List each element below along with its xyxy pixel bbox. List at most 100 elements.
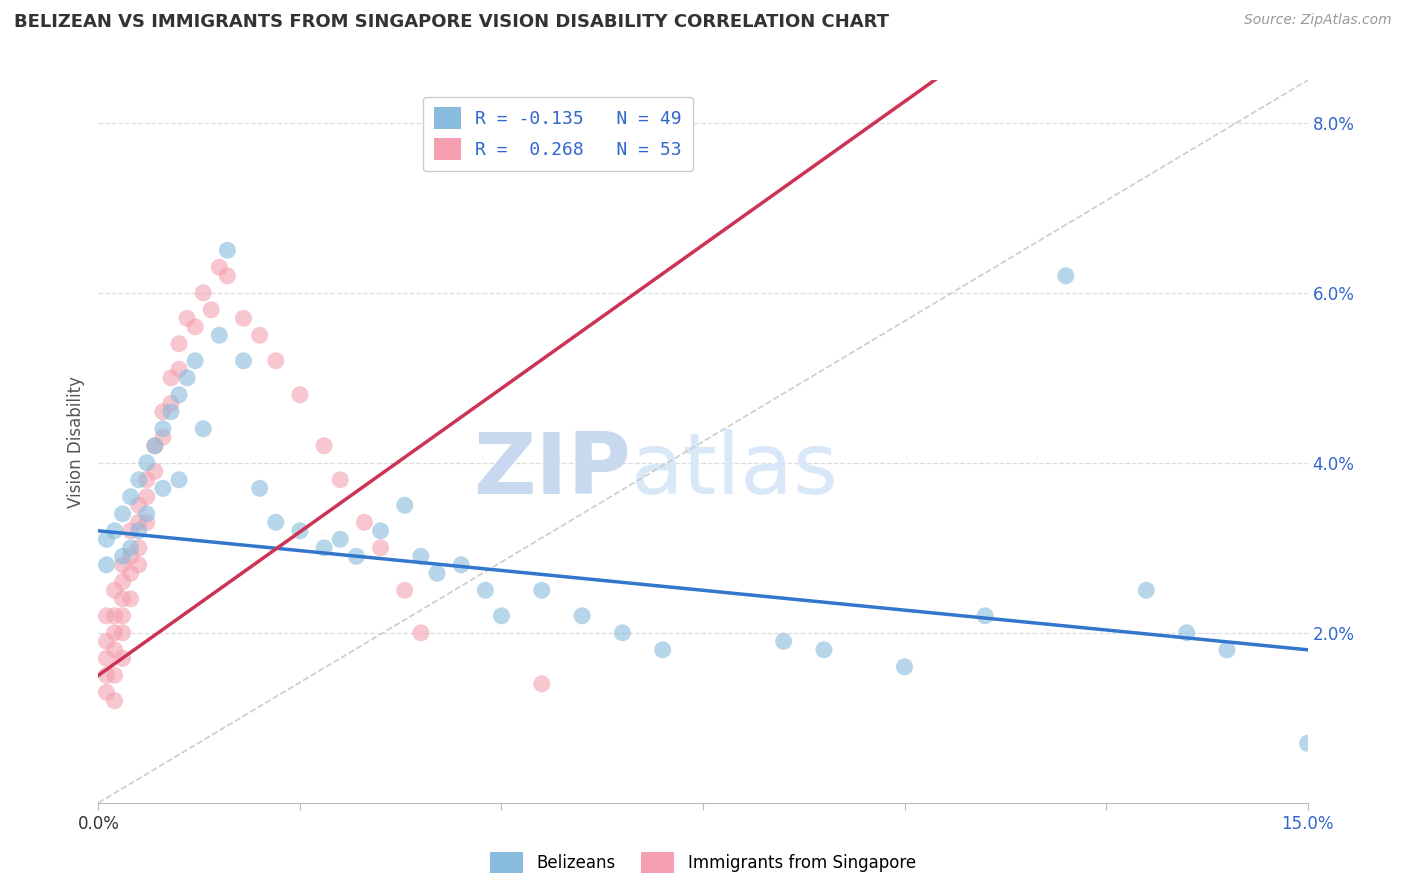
Point	[288, 388, 311, 402]
Point	[249, 481, 271, 495]
Point	[208, 260, 231, 275]
Point	[111, 507, 134, 521]
Point	[208, 328, 231, 343]
Point	[103, 642, 125, 657]
Point	[120, 490, 142, 504]
Point	[143, 439, 166, 453]
Point	[329, 473, 352, 487]
Point	[1216, 642, 1239, 657]
Point	[329, 533, 352, 547]
Point	[135, 490, 157, 504]
Point	[974, 608, 997, 623]
Point	[314, 439, 336, 453]
Point	[152, 430, 174, 444]
Point	[217, 244, 239, 258]
Point	[176, 371, 198, 385]
Point	[353, 516, 375, 530]
Text: ZIP: ZIP	[472, 429, 630, 512]
Point	[96, 533, 118, 547]
Point	[193, 422, 215, 436]
Point	[128, 558, 150, 572]
Point	[96, 558, 118, 572]
Point	[111, 651, 134, 665]
Point	[651, 642, 673, 657]
Point	[612, 625, 634, 640]
Point	[264, 353, 287, 368]
Point	[184, 319, 207, 334]
Point	[217, 268, 239, 283]
Point	[152, 405, 174, 419]
Point	[370, 524, 392, 538]
Text: Source: ZipAtlas.com: Source: ZipAtlas.com	[1244, 13, 1392, 28]
Point	[249, 328, 271, 343]
Point	[96, 668, 118, 682]
Point	[571, 608, 593, 623]
Point	[128, 473, 150, 487]
Point	[409, 625, 432, 640]
Point	[772, 634, 794, 648]
Point	[111, 591, 134, 606]
Point	[128, 524, 150, 538]
Point	[530, 677, 553, 691]
Point	[135, 507, 157, 521]
Point	[1054, 268, 1077, 283]
Point	[193, 285, 215, 300]
Point	[530, 583, 553, 598]
Point	[111, 608, 134, 623]
Point	[167, 336, 190, 351]
Point	[167, 473, 190, 487]
Point	[409, 549, 432, 564]
Point	[450, 558, 472, 572]
Point	[96, 685, 118, 699]
Point	[314, 541, 336, 555]
Point	[120, 591, 142, 606]
Point	[344, 549, 367, 564]
Point	[200, 302, 222, 317]
Point	[135, 456, 157, 470]
Point	[1175, 625, 1198, 640]
Y-axis label: Vision Disability: Vision Disability	[66, 376, 84, 508]
Point	[128, 498, 150, 512]
Point	[96, 608, 118, 623]
Point	[264, 516, 287, 530]
Point	[160, 371, 183, 385]
Point	[111, 558, 134, 572]
Point	[143, 439, 166, 453]
Point	[103, 625, 125, 640]
Point	[103, 583, 125, 598]
Point	[893, 660, 915, 674]
Point	[394, 583, 416, 598]
Point	[120, 524, 142, 538]
Text: BELIZEAN VS IMMIGRANTS FROM SINGAPORE VISION DISABILITY CORRELATION CHART: BELIZEAN VS IMMIGRANTS FROM SINGAPORE VI…	[14, 13, 889, 31]
Point	[135, 473, 157, 487]
Point	[474, 583, 496, 598]
Point	[152, 481, 174, 495]
Point	[1296, 736, 1319, 750]
Point	[160, 396, 183, 410]
Legend: Belizeans, Immigrants from Singapore: Belizeans, Immigrants from Singapore	[484, 846, 922, 880]
Point	[103, 668, 125, 682]
Point	[128, 516, 150, 530]
Point	[143, 464, 166, 478]
Point	[813, 642, 835, 657]
Point	[167, 388, 190, 402]
Point	[111, 549, 134, 564]
Point	[111, 625, 134, 640]
Point	[426, 566, 449, 581]
Point	[120, 549, 142, 564]
Point	[491, 608, 513, 623]
Point	[232, 311, 254, 326]
Point	[167, 362, 190, 376]
Point	[96, 651, 118, 665]
Point	[152, 422, 174, 436]
Point	[176, 311, 198, 326]
Point	[103, 608, 125, 623]
Text: atlas: atlas	[630, 429, 838, 512]
Point	[184, 353, 207, 368]
Point	[232, 353, 254, 368]
Point	[128, 541, 150, 555]
Point	[103, 524, 125, 538]
Point	[288, 524, 311, 538]
Legend: R = -0.135   N = 49, R =  0.268   N = 53: R = -0.135 N = 49, R = 0.268 N = 53	[423, 96, 693, 171]
Point	[394, 498, 416, 512]
